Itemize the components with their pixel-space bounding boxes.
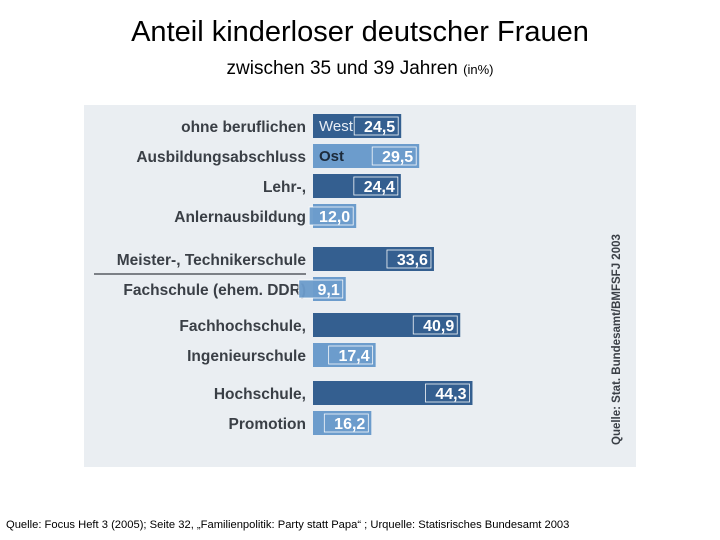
category-label: Meister-, Technikerschule: [117, 252, 307, 269]
value-box: [353, 116, 399, 136]
category-label: Ingenieurschule: [187, 348, 306, 365]
chart-title: Anteil kinderloser deutscher Frauen: [131, 16, 589, 48]
bar-chart: ohne beruflichen Ausbildungsabschluss 24,5…: [84, 105, 636, 467]
category-label: Hochschule,: [214, 386, 306, 403]
data-label: 12,0: [319, 209, 350, 226]
data-label: 24,4: [364, 179, 395, 196]
data-label: 33,6: [397, 252, 428, 269]
data-label: 24,5: [364, 119, 395, 136]
data-label: 29,5: [382, 149, 413, 166]
data-label: 44,3: [435, 386, 466, 403]
source-note: Quelle: Stat. Bundesamt/BMFSFJ 2003: [611, 234, 623, 445]
value-box: [425, 383, 470, 403]
category-label: ohne beruflichen: [181, 119, 306, 136]
category-label: Promotion: [229, 416, 307, 433]
chart-subtitle: zwischen 35 und 39 Jahren (in%): [0, 56, 720, 83]
data-label: 16,2: [334, 416, 365, 433]
value-box: [298, 279, 344, 299]
legend-label-ost: Ost: [319, 148, 344, 165]
data-label: 40,9: [423, 318, 454, 335]
category-label: Anlernausbildung: [174, 209, 306, 226]
chart-panel: ohne beruflichen Ausbildungsabschluss 24,5…: [84, 105, 636, 467]
value-box: [323, 413, 369, 433]
data-label: 17,4: [338, 348, 369, 365]
legend-label-west: West: [319, 118, 354, 135]
value-box: [412, 315, 458, 335]
subtitle-unit: (in%): [463, 62, 494, 77]
category-label: Fachhochschule,: [179, 318, 306, 335]
value-box: [371, 146, 417, 166]
category-label: Lehr-,: [263, 179, 306, 196]
value-box: [328, 345, 374, 365]
value-box: [386, 249, 432, 269]
value-box: [308, 206, 354, 226]
subtitle-text: zwischen 35 und 39 Jahren: [226, 58, 458, 79]
value-box: [353, 176, 399, 196]
category-label: Fachschule (ehem. DDR): [123, 282, 306, 299]
category-label: Ausbildungsabschluss: [136, 149, 306, 166]
footer-source: Quelle: Focus Heft 3 (2005); Seite 32, „…: [6, 519, 570, 531]
data-label: 9,1: [318, 282, 340, 299]
